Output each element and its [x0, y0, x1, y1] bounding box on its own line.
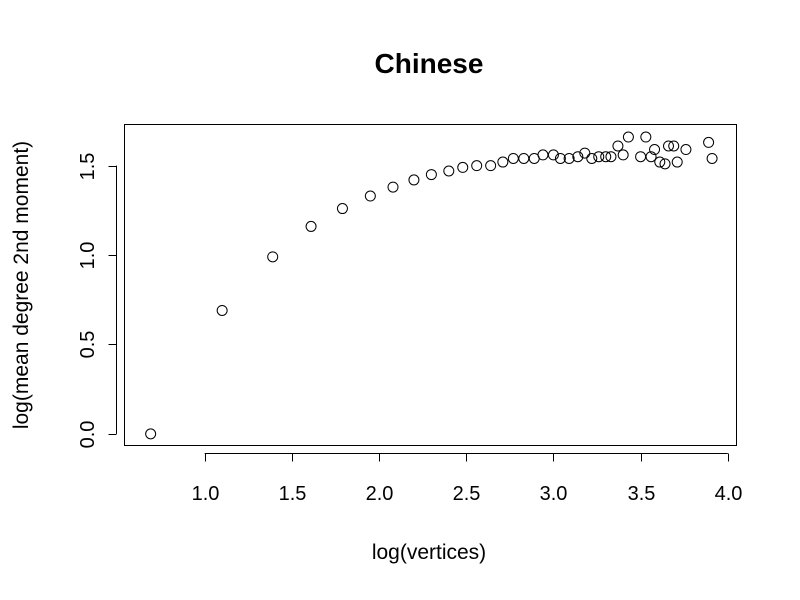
data-point	[485, 160, 497, 172]
y-tick-label: 1.5	[77, 153, 99, 181]
data-point	[425, 169, 437, 181]
data-point	[680, 144, 692, 156]
x-tick-label: 2.5	[453, 483, 481, 505]
data-point	[572, 151, 584, 163]
data-point	[408, 174, 420, 186]
data-point	[640, 131, 652, 143]
data-point	[605, 151, 617, 163]
data-point	[457, 161, 469, 173]
data-point	[497, 156, 509, 168]
data-point	[663, 140, 674, 152]
y-tick-label: 0.0	[77, 421, 99, 449]
data-point	[586, 152, 598, 164]
y-tick-label: 1.0	[77, 242, 99, 270]
data-point	[145, 428, 157, 440]
x-tick-label: 4.0	[715, 483, 743, 505]
data-point	[654, 156, 666, 168]
data-point	[443, 165, 455, 177]
data-point	[703, 136, 715, 148]
data-point	[267, 251, 279, 263]
y-axis-label: log(mean degree 2nd moment)	[10, 141, 33, 429]
data-point	[537, 149, 549, 161]
x-tick-label: 3.5	[628, 483, 656, 505]
x-axis: 1.0 1.5 2.0 2.5 3.0 3.5 4.0	[192, 453, 743, 505]
x-tick-label: 3.0	[540, 483, 568, 505]
x-axis-label: log(vertices)	[372, 541, 486, 564]
data-point	[387, 181, 399, 193]
chart-title: Chinese	[375, 48, 484, 79]
data-point	[507, 152, 519, 164]
data-point	[600, 151, 612, 163]
x-tick-label: 1.5	[279, 483, 307, 505]
data-point	[612, 140, 624, 152]
data-point	[649, 144, 661, 156]
data-point	[593, 151, 605, 163]
data-point	[364, 190, 376, 202]
data-point	[471, 160, 483, 172]
data-point	[336, 203, 348, 215]
data-point	[563, 152, 575, 164]
data-point	[668, 140, 680, 152]
data-point	[622, 131, 634, 143]
x-tick-label: 1.0	[192, 483, 220, 505]
data-point	[579, 147, 591, 159]
data-point	[645, 151, 657, 163]
data-point	[706, 152, 718, 164]
data-point	[305, 220, 317, 232]
y-axis: 0.0 0.5 1.0 1.5	[77, 153, 117, 449]
data-point	[671, 156, 683, 168]
x-tick-label: 2.0	[366, 483, 394, 505]
data-point	[659, 158, 671, 170]
y-tick-label: 0.5	[77, 331, 99, 359]
data-point	[216, 304, 228, 316]
data-points	[145, 131, 718, 440]
data-point	[547, 149, 559, 161]
data-point	[518, 152, 530, 164]
data-point	[554, 152, 566, 164]
data-point	[617, 149, 629, 161]
data-point	[635, 151, 647, 163]
plot-area	[124, 124, 737, 446]
